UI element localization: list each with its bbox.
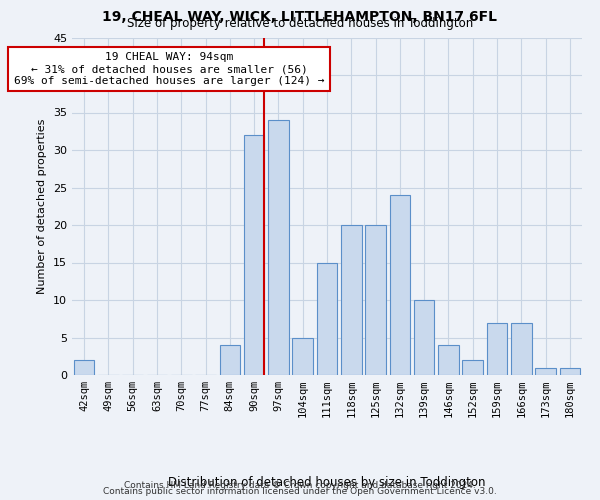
Bar bbox=[535, 368, 556, 375]
Bar bbox=[414, 300, 434, 375]
Bar bbox=[511, 322, 532, 375]
Bar bbox=[268, 120, 289, 375]
Bar bbox=[463, 360, 483, 375]
Bar bbox=[560, 368, 580, 375]
Bar bbox=[365, 225, 386, 375]
Y-axis label: Number of detached properties: Number of detached properties bbox=[37, 118, 47, 294]
Bar bbox=[389, 195, 410, 375]
Bar bbox=[220, 345, 240, 375]
Bar bbox=[438, 345, 459, 375]
Text: Contains public sector information licensed under the Open Government Licence v3: Contains public sector information licen… bbox=[103, 487, 497, 496]
Bar bbox=[74, 360, 94, 375]
Text: 19 CHEAL WAY: 94sqm
← 31% of detached houses are smaller (56)
69% of semi-detach: 19 CHEAL WAY: 94sqm ← 31% of detached ho… bbox=[14, 52, 325, 86]
Bar bbox=[317, 262, 337, 375]
Text: 19, CHEAL WAY, WICK, LITTLEHAMPTON, BN17 6FL: 19, CHEAL WAY, WICK, LITTLEHAMPTON, BN17… bbox=[103, 10, 497, 24]
Text: Size of property relative to detached houses in Toddington: Size of property relative to detached ho… bbox=[127, 18, 473, 30]
X-axis label: Distribution of detached houses by size in Toddington: Distribution of detached houses by size … bbox=[168, 476, 486, 488]
Bar bbox=[244, 135, 265, 375]
Bar bbox=[341, 225, 362, 375]
Bar bbox=[292, 338, 313, 375]
Bar bbox=[487, 322, 508, 375]
Text: Contains HM Land Registry data © Crown copyright and database right 2024.: Contains HM Land Registry data © Crown c… bbox=[124, 481, 476, 490]
